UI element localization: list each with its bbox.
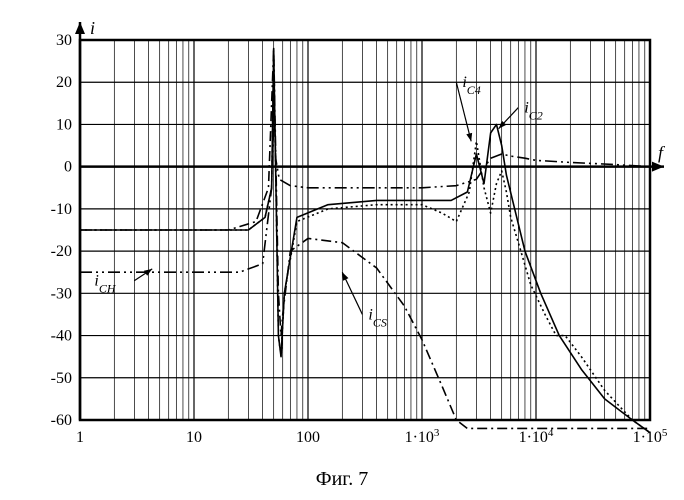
y-axis-label: i <box>90 18 95 38</box>
x-tick-label: 1 <box>76 429 84 446</box>
y-tick-label: 20 <box>56 74 72 91</box>
y-tick-label: -10 <box>51 201 72 218</box>
y-tick-label: -50 <box>51 370 72 387</box>
chart: -60-50-40-30-20-1001020301101001·1031·10… <box>0 0 684 500</box>
x-tick-label: 10 <box>186 429 202 446</box>
x-tick-label: 100 <box>296 429 320 446</box>
y-tick-label: 10 <box>56 116 72 133</box>
y-tick-label: -30 <box>51 285 72 302</box>
y-tick-label: 30 <box>56 32 72 49</box>
y-tick-label: -40 <box>51 328 72 345</box>
figure-caption: Фиг. 7 <box>316 468 368 490</box>
y-tick-label: 0 <box>64 159 72 176</box>
y-tick-label: -20 <box>51 243 72 260</box>
y-tick-label: -60 <box>51 412 72 429</box>
